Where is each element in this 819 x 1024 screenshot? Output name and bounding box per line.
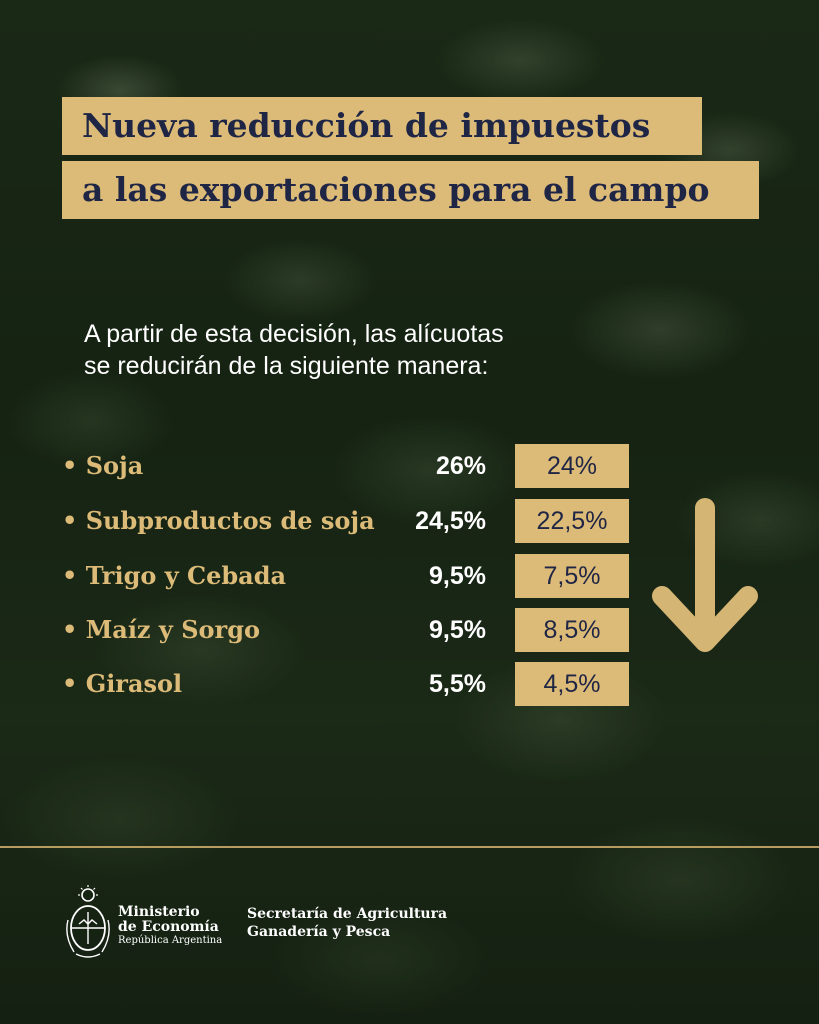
new-rate-badge: 22,5% bbox=[515, 499, 629, 543]
intro-line-2: se reducirán de la siguiente manera: bbox=[84, 352, 489, 380]
footer-divider bbox=[0, 846, 819, 848]
secretaria-logo-text: Secretaría de Agricultura Ganadería y Pe… bbox=[247, 905, 447, 941]
new-rate-badge: 8,5% bbox=[515, 608, 629, 652]
rate-row-trigo-cebada: • Trigo y Cebada 9,5% 7,5% bbox=[0, 553, 819, 599]
previous-rate: 26% bbox=[435, 452, 486, 480]
previous-rate: 9,5% bbox=[429, 562, 486, 590]
new-rate-badge: 7,5% bbox=[515, 554, 629, 598]
ministry-logo-text: Ministerio de Economía República Argenti… bbox=[118, 905, 222, 947]
arrow-down-icon bbox=[652, 498, 758, 652]
new-rate-badge: 4,5% bbox=[515, 662, 629, 706]
ministry-country: República Argentina bbox=[118, 935, 223, 946]
secretaria-line-2: Ganadería y Pesca bbox=[247, 924, 391, 940]
rate-row-maiz-sorgo: • Maíz y Sorgo 9,5% 8,5% bbox=[0, 607, 819, 653]
ministry-line-1: Ministerio bbox=[118, 904, 200, 920]
rate-row-girasol: • Girasol 5,5% 4,5% bbox=[0, 661, 819, 707]
product-name: • Subproductos de soja bbox=[62, 506, 375, 535]
previous-rate: 9,5% bbox=[429, 616, 486, 644]
coat-of-arms-icon bbox=[66, 885, 110, 958]
intro-line-1: A partir de esta decisión, las alícuotas bbox=[84, 320, 504, 348]
title-line-2: a las exportaciones para el campo bbox=[62, 161, 759, 219]
rate-row-soja: • Soja 26% 24% bbox=[0, 443, 819, 489]
product-name: • Girasol bbox=[62, 669, 183, 698]
title-line-1: Nueva reducción de impuestos bbox=[62, 97, 702, 155]
secretaria-line-1: Secretaría de Agricultura bbox=[247, 906, 448, 922]
product-name: • Trigo y Cebada bbox=[62, 561, 287, 590]
intro-text: A partir de esta decisión, las alícuotas… bbox=[84, 318, 724, 382]
product-name: • Soja bbox=[62, 451, 144, 480]
previous-rate: 5,5% bbox=[429, 670, 486, 698]
product-name: • Maíz y Sorgo bbox=[62, 615, 260, 644]
ministry-line-2: de Economía bbox=[118, 919, 219, 935]
previous-rate: 24,5% bbox=[415, 507, 486, 535]
rate-row-subproductos-soja: • Subproductos de soja 24,5% 22,5% bbox=[0, 498, 819, 544]
new-rate-badge: 24% bbox=[515, 444, 629, 488]
